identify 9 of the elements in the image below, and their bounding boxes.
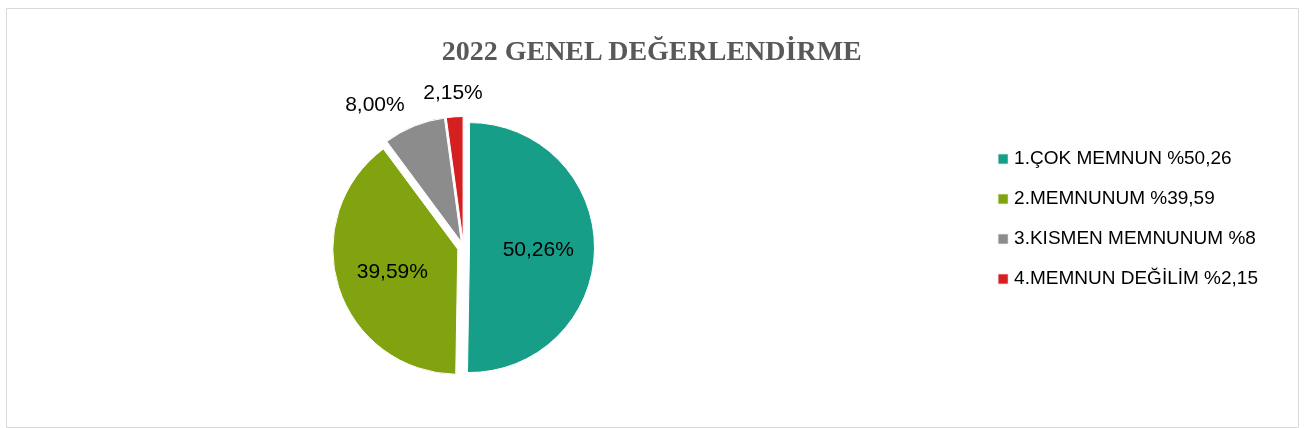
data-label: 50,26% [502,236,574,260]
legend-label: 3.KISMEN MEMNUNUM %8 [1014,227,1256,249]
chart-title: 2022 GENEL DEĞERLENDİRME [441,35,862,66]
data-label: 2,15% [423,80,483,104]
data-label: 39,59% [356,258,428,282]
legend-label: 2.MEMNUNUM %39,59 [1014,187,1215,209]
legend-label: 4.MEMNUN DEĞİLİM %2,15 [1014,267,1258,289]
legend-label: 1.ÇOK MEMNUN %50,26 [1014,147,1232,169]
data-label: 8,00% [345,91,405,115]
